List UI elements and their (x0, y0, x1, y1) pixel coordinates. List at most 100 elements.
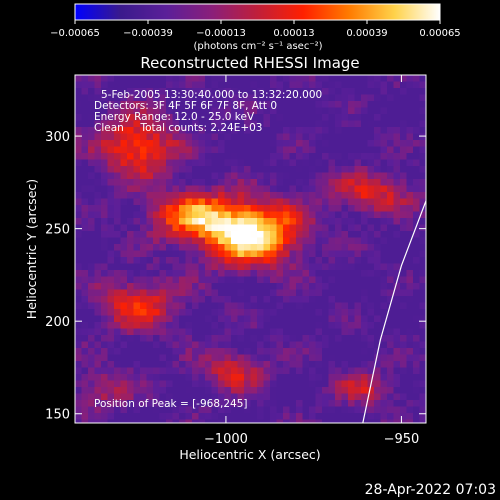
heatmap-cell (237, 367, 245, 375)
heatmap-cell (296, 133, 303, 141)
heatmap-cell (166, 283, 173, 290)
heatmap-cell (81, 406, 89, 414)
heatmap-cell (328, 322, 336, 329)
heatmap-cell (185, 263, 193, 271)
heatmap-cell (166, 166, 173, 173)
heatmap-cell (140, 257, 147, 264)
heatmap-cell (166, 146, 173, 154)
heatmap-cell (146, 192, 154, 199)
heatmap-cell (244, 263, 251, 271)
heatmap-cell (81, 302, 89, 310)
heatmap-cell (107, 107, 115, 115)
heatmap-cell (146, 257, 154, 264)
heatmap-cell (218, 166, 225, 173)
heatmap-cell (140, 179, 147, 186)
heatmap-cell (179, 107, 186, 115)
heatmap-cell (101, 270, 108, 277)
heatmap-cell (166, 205, 173, 212)
heatmap-cell (94, 257, 102, 264)
heatmap-cell (393, 166, 401, 173)
heatmap-cell (354, 231, 362, 238)
heatmap-cell (400, 179, 407, 186)
heatmap-cell (341, 322, 349, 329)
heatmap-cell (101, 400, 108, 407)
heatmap-cell (380, 75, 388, 82)
heatmap-cell (140, 419, 147, 423)
heatmap-cell (192, 81, 199, 89)
heatmap-cell (127, 114, 134, 121)
heatmap-cell (198, 302, 206, 310)
heatmap-cell (81, 341, 89, 349)
heatmap-cell (114, 257, 121, 264)
heatmap-cell (257, 276, 264, 284)
heatmap-cell (315, 94, 323, 102)
heatmap-cell (88, 250, 95, 258)
heatmap-cell (205, 114, 212, 121)
heatmap-cell (322, 114, 329, 121)
heatmap-cell (198, 257, 206, 264)
heatmap-cell (101, 302, 108, 310)
heatmap-cell (88, 107, 95, 115)
heatmap-cell (166, 140, 173, 147)
heatmap-cell (244, 244, 251, 251)
heatmap-cell (322, 185, 329, 193)
heatmap-cell (244, 257, 251, 264)
heatmap-cell (309, 276, 316, 284)
heatmap-cell (192, 146, 199, 154)
heatmap-cell (159, 107, 167, 115)
heatmap-cell (406, 185, 414, 193)
heatmap-cell (348, 237, 355, 245)
colorbar-tick-label: 0.00039 (346, 28, 387, 39)
heatmap-cell (244, 237, 251, 245)
heatmap-cell (263, 413, 271, 420)
heatmap-cell (81, 224, 89, 232)
heatmap-cell (263, 107, 271, 115)
heatmap-cell (322, 75, 329, 82)
heatmap-cell (309, 211, 316, 219)
heatmap-cell (88, 101, 95, 108)
heatmap-cell (341, 413, 349, 420)
heatmap-cell (237, 276, 245, 284)
heatmap-cell (127, 120, 134, 128)
heatmap-cell (263, 133, 271, 141)
heatmap-cell (198, 393, 206, 401)
heatmap-cell (88, 237, 95, 245)
heatmap-cell (120, 172, 128, 180)
heatmap-cell (406, 257, 414, 264)
heatmap-cell (185, 328, 193, 336)
heatmap-cell (413, 166, 420, 173)
heatmap-cell (205, 309, 212, 316)
heatmap-cell (107, 309, 115, 316)
heatmap-cell (309, 419, 316, 423)
heatmap-cell (406, 146, 414, 154)
heatmap-cell (146, 88, 154, 95)
heatmap-cell (107, 400, 115, 407)
heatmap-cell (179, 198, 186, 206)
heatmap-cell (120, 120, 128, 128)
heatmap-cell (393, 127, 401, 134)
heatmap-cell (205, 374, 212, 381)
heatmap-cell (419, 107, 426, 115)
heatmap-cell (159, 185, 167, 193)
heatmap-cell (205, 244, 212, 251)
heatmap-cell (185, 218, 193, 225)
heatmap-cell (231, 153, 238, 160)
heatmap-cell (400, 335, 407, 342)
heatmap-cell (257, 257, 264, 264)
heatmap-cell (231, 348, 238, 355)
heatmap-cell (309, 101, 316, 108)
heatmap-cell (244, 419, 251, 423)
heatmap-cell (250, 406, 258, 414)
heatmap-cell (302, 159, 310, 167)
heatmap-cell (120, 406, 128, 414)
heatmap-cell (315, 237, 323, 245)
heatmap-cell (192, 263, 199, 271)
heatmap-cell (127, 289, 134, 297)
heatmap-cell (289, 361, 297, 368)
heatmap-cell (361, 127, 368, 134)
heatmap-cell (322, 322, 329, 329)
heatmap-cell (159, 257, 167, 264)
heatmap-cell (387, 341, 394, 349)
heatmap-cell (283, 166, 290, 173)
heatmap-cell (88, 328, 95, 336)
